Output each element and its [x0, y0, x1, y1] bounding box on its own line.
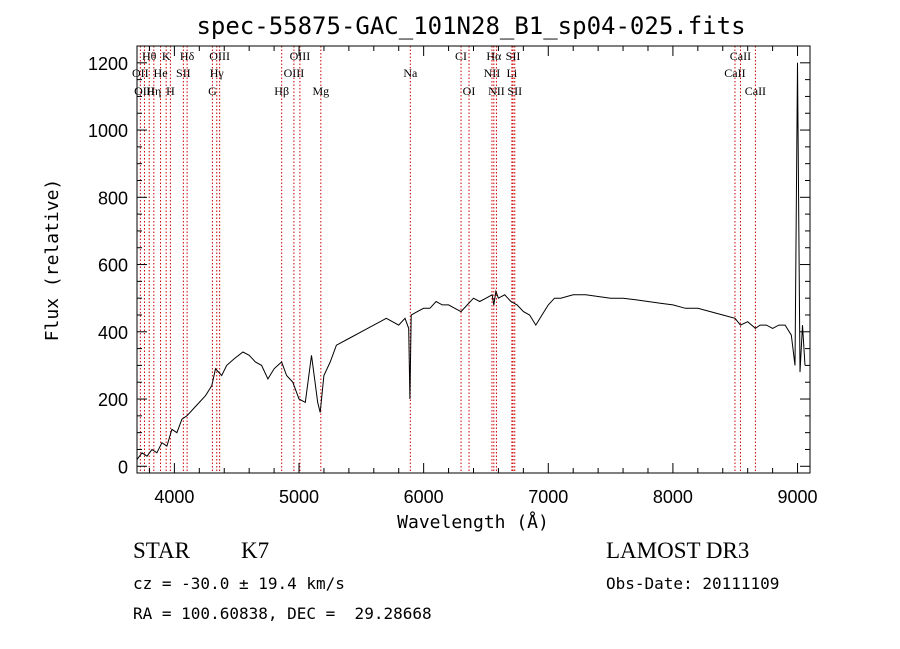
x-tick-label: 7000: [528, 487, 568, 507]
spectral-line-label: CaII: [724, 66, 745, 80]
y-tick-label: 1200: [88, 54, 128, 74]
x-tick-label: 4000: [154, 487, 194, 507]
y-tick-label: 1000: [88, 121, 128, 141]
y-tick-label: 0: [118, 457, 128, 477]
spectral-line-label: Hθ: [142, 49, 157, 63]
spectral-line-label: OIII: [284, 66, 305, 80]
spectral-line-label: G: [208, 84, 217, 98]
chart-title: spec-55875-GAC_101N28_B1_sp04-025.fits: [196, 12, 745, 40]
spectral-line-label: OI: [463, 84, 476, 98]
spectral-line-label: CaII: [730, 49, 751, 63]
spectral-line-label: OII: [132, 66, 149, 80]
spectral-line-label: H: [166, 84, 175, 98]
survey-name: LAMOST DR3: [606, 538, 750, 563]
y-axis-label: Flux (relative): [42, 179, 63, 342]
x-axis-ticks: 4000 5000 6000 7000 8000 9000: [148, 46, 818, 507]
spectral-line-label: Mg: [312, 84, 329, 98]
y-axis-ticks: 0 200 400 600 800 1000 1200: [88, 54, 810, 477]
redshift-text: cz = -30.0 ± 19.4 km/s: [133, 574, 345, 593]
spectral-line-label: OIII: [134, 84, 155, 98]
x-axis-label: Wavelength (Å): [397, 511, 549, 533]
object-class: STAR: [133, 538, 190, 563]
x-tick-label: 8000: [653, 487, 693, 507]
spectral-line-labels: Hθ K Hδ OIII OIII CI Hα SII CaII OII He SII Hγ OIII Na…: [132, 49, 766, 98]
object-subclass: K7: [241, 538, 270, 563]
spectral-line-label: NII: [484, 66, 501, 80]
y-tick-label: 200: [98, 390, 128, 410]
spectral-line-label: SII: [176, 66, 191, 80]
spectral-line-label: Li: [507, 66, 518, 80]
x-tick-label: 5000: [279, 487, 319, 507]
spectral-line-label: Na: [403, 66, 418, 80]
spectral-line-label: Hα: [486, 49, 502, 63]
spectral-line-markers: [139, 46, 756, 473]
spectral-line-label: NII: [488, 84, 505, 98]
spectral-line-label: Hη: [146, 84, 161, 98]
flux-series-line: [136, 62, 806, 460]
spectral-line-label: Hδ: [180, 49, 195, 63]
coordinates-text: RA = 100.60838, DEC = 29.28668: [133, 604, 432, 623]
plot-frame: [136, 45, 811, 474]
spectral-line-label: CaII: [745, 84, 766, 98]
obs-date-text: Obs-Date: 20111109: [606, 574, 780, 593]
x-tick-label: 6000: [404, 487, 444, 507]
x-tick-label: 9000: [778, 487, 818, 507]
spectral-line-label: OIII: [290, 49, 311, 63]
spectral-line-label: SII: [507, 84, 522, 98]
spectral-line-label: SII: [506, 49, 521, 63]
spectral-line-label: He: [154, 66, 168, 80]
spectral-line-label: Hβ: [274, 84, 289, 98]
y-tick-label: 600: [98, 256, 128, 276]
y-tick-label: 800: [98, 188, 128, 208]
spectral-line-label: OIII: [209, 49, 230, 63]
y-tick-label: 400: [98, 323, 128, 343]
spectral-line-label: CI: [455, 49, 467, 63]
spectral-line-label: Hγ: [210, 66, 225, 80]
spectral-line-label: K: [162, 49, 171, 63]
